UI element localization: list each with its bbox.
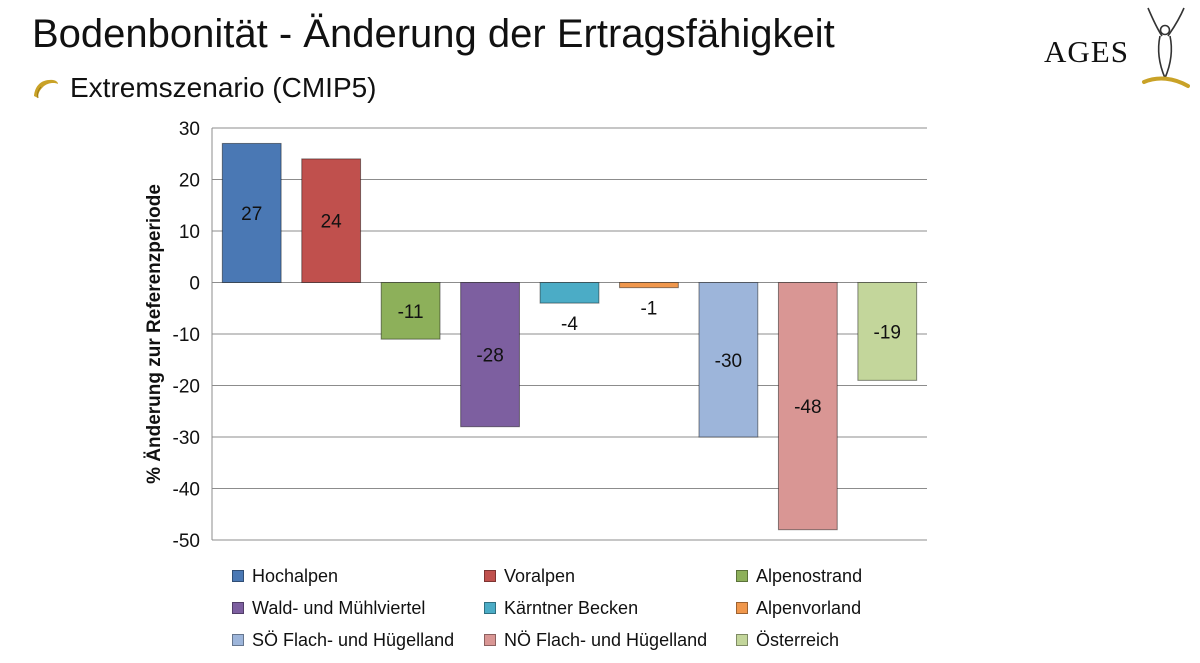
chart-legend: Hochalpen Voralpen Alpenostrand Wald- und M… (232, 566, 952, 656)
legend-label: NÖ Flach- und Hügelland (504, 629, 708, 650)
data-label: -4 (561, 314, 578, 335)
data-label: -28 (476, 346, 503, 367)
y-tick-label: 0 (189, 274, 200, 295)
y-tick-label: 10 (179, 222, 200, 243)
ages-human-figure-logo-icon (1142, 7, 1190, 88)
subtitle-row: Extremszenario (CMIP5) (32, 68, 377, 108)
legend-item: Alpenostrand (736, 566, 862, 586)
legend-swatch (736, 570, 748, 582)
legend-item: NÖ Flach- und Hügelland (484, 630, 707, 650)
bar (460, 282, 520, 428)
data-label: -19 (874, 322, 901, 343)
y-tick-label: -50 (173, 531, 200, 552)
y-tick-label: -40 (173, 480, 200, 501)
data-label: 27 (241, 204, 262, 225)
legend-swatch (484, 570, 496, 582)
legend-item: Wald- und Mühlviertel (232, 598, 425, 618)
legend-swatch (232, 570, 244, 582)
bar (221, 142, 282, 283)
y-tick-label: -10 (173, 325, 200, 346)
legend-label: Alpenostrand (756, 565, 863, 586)
data-label: -30 (715, 351, 742, 372)
y-tick-label: -20 (173, 377, 200, 398)
bar (857, 282, 918, 381)
legend-swatch (484, 602, 496, 614)
legend-item: Voralpen (484, 566, 575, 586)
legend-label: Wald- und Mühlviertel (252, 597, 426, 618)
legend-swatch (484, 634, 496, 646)
legend-item: SÖ Flach- und Hügelland (232, 630, 454, 650)
subtitle: Extremszenario (CMIP5) (70, 72, 377, 103)
legend-label: Hochalpen (252, 565, 339, 586)
legend-item: Österreich (736, 630, 839, 650)
legend-label: Kärntner Becken (504, 597, 639, 618)
y-tick-label: 20 (179, 171, 200, 192)
legend-item: Kärntner Becken (484, 598, 638, 618)
y-axis-title: % Änderung zur Referenzperiode (144, 184, 165, 484)
gold-leaf-bullet-icon (34, 79, 58, 99)
legend-label: Österreich (756, 629, 840, 650)
data-label: -48 (794, 397, 821, 418)
page-title: Bodenbonität - Änderung der Ertragsfähig… (32, 12, 835, 56)
bar (301, 158, 362, 283)
y-tick-label: 30 (179, 119, 200, 140)
data-label: -11 (398, 302, 424, 323)
legend-label: Alpenvorland (756, 597, 862, 618)
bar (698, 282, 759, 438)
legend-swatch (736, 602, 748, 614)
bar (380, 282, 441, 340)
legend-swatch (736, 634, 748, 646)
legend-item: Hochalpen (232, 566, 338, 586)
logo-text: AGES (1044, 34, 1129, 69)
data-label: -1 (640, 299, 657, 320)
legend-label: Voralpen (504, 565, 576, 586)
data-label: 24 (321, 212, 343, 233)
bar (777, 282, 838, 531)
bar (619, 282, 679, 289)
legend-item: Alpenvorland (736, 598, 861, 618)
legend-swatch (232, 634, 244, 646)
legend-label: SÖ Flach- und Hügelland (252, 629, 455, 650)
legend-swatch (232, 602, 244, 614)
bar (539, 282, 600, 304)
y-tick-label: -30 (173, 428, 200, 449)
ages-logo: AGES (1040, 6, 1190, 90)
